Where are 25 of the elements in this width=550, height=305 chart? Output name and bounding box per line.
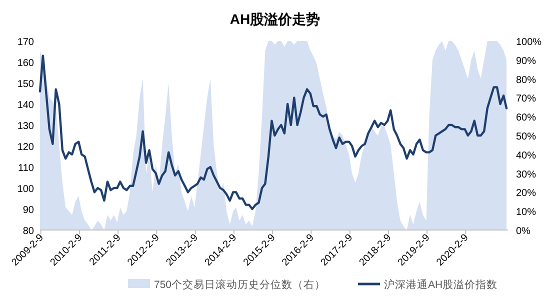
y-tick-label: 80 <box>22 226 34 237</box>
y-tick-label: 120 <box>17 142 34 153</box>
chart-title: AH股溢价走势 <box>230 11 320 27</box>
y2-tick-label: 30% <box>516 169 536 180</box>
y2-tick-label: 50% <box>516 132 536 142</box>
y-tick-label: 140 <box>17 100 34 111</box>
y2-tick-label: 10% <box>516 207 536 218</box>
y2-tick-label: 20% <box>516 188 536 200</box>
y-tick-label: 170 <box>17 37 34 48</box>
y-tick-label: 160 <box>17 58 34 69</box>
y-tick-label: 100 <box>17 184 34 195</box>
y2-tick-label: 60% <box>516 112 536 124</box>
y2-tick-label: 90% <box>516 56 536 67</box>
y2-tick-label: 80% <box>516 74 536 86</box>
y-tick-label: 90 <box>22 205 34 216</box>
line-series <box>38 54 508 210</box>
y2-tick-label: 0% <box>516 226 531 237</box>
y-tick-label: 130 <box>17 121 34 132</box>
legend-label: 750个交易日滚动历史分位数（右） <box>154 278 326 291</box>
y2-tick-label: 100% <box>516 37 542 48</box>
y-tick-label: 110 <box>18 163 34 174</box>
y2-tick-label: 70% <box>516 94 536 105</box>
legend-label: 沪深港通AH股溢价指数 <box>384 278 498 291</box>
y-tick-label: 150 <box>17 79 34 90</box>
y2-tick-label: 40% <box>516 150 536 162</box>
